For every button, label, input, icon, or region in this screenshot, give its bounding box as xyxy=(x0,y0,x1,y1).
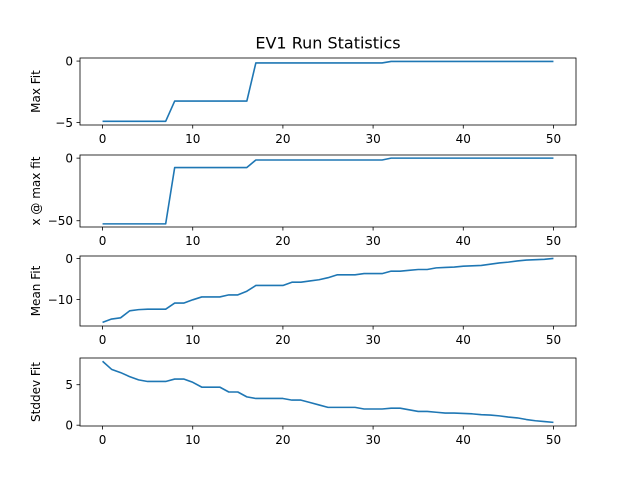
series-line-2 xyxy=(102,157,554,225)
axes-frame-4 xyxy=(79,357,577,427)
x-tick-label: 30 xyxy=(365,132,380,146)
y-tick-label: −10 xyxy=(48,293,73,307)
subplot-1: 0 10 20 30 40 50 0 −5 Max Fit xyxy=(29,55,577,146)
series-line-4 xyxy=(102,360,554,424)
x-tick-label: 30 xyxy=(365,234,380,248)
y-tick-label: 0 xyxy=(65,419,73,433)
axes-frame-1 xyxy=(79,57,577,126)
axes-frame-2 xyxy=(79,154,577,228)
y-tick-label: −5 xyxy=(55,116,73,130)
series-line-3 xyxy=(102,257,554,324)
x-tick-label: 10 xyxy=(185,333,200,347)
x-tick-label: 40 xyxy=(456,433,471,447)
subplot-2: 0 10 20 30 40 50 0 −50 x @ max fit xyxy=(29,152,577,248)
x-tick-label: 0 xyxy=(99,234,107,248)
x-tick-label: 10 xyxy=(185,132,200,146)
y-tick-label: 0 xyxy=(65,252,73,266)
x-tick-label: 20 xyxy=(275,433,290,447)
y-axis-label: Mean Fit xyxy=(29,265,43,316)
x-tick-label: 50 xyxy=(546,132,561,146)
x-tick-label: 50 xyxy=(546,433,561,447)
series-line-1 xyxy=(102,60,554,123)
x-tick-label: 40 xyxy=(456,234,471,248)
y-axis-label: Max Fit xyxy=(29,70,43,113)
x-tick-label: 50 xyxy=(546,333,561,347)
x-tick-label: 40 xyxy=(456,333,471,347)
x-tick-label: 10 xyxy=(185,234,200,248)
y-tick-label: 0 xyxy=(65,55,73,69)
x-tick-label: 10 xyxy=(185,433,200,447)
y-axis-label: Stddev Fit xyxy=(29,362,43,422)
x-tick-label: 0 xyxy=(99,132,107,146)
y-tick-label: 5 xyxy=(65,378,73,392)
x-tick-label: 30 xyxy=(365,333,380,347)
x-tick-label: 0 xyxy=(99,433,107,447)
x-tick-label: 20 xyxy=(275,333,290,347)
subplot-3: 0 10 20 30 40 50 0 −10 Mean Fit xyxy=(29,252,577,347)
y-axis-label: x @ max fit xyxy=(29,156,43,225)
subplot-4: 0 10 20 30 40 50 0 5 Stddev Fit xyxy=(29,357,577,447)
x-tick-label: 40 xyxy=(456,132,471,146)
chart-title: EV1 Run Statistics xyxy=(255,34,400,53)
x-tick-label: 30 xyxy=(365,433,380,447)
x-tick-label: 20 xyxy=(275,132,290,146)
axes-frame-3 xyxy=(79,255,577,327)
y-tick-label: −50 xyxy=(48,214,73,228)
x-tick-label: 20 xyxy=(275,234,290,248)
y-tick-label: 0 xyxy=(65,152,73,166)
x-tick-label: 50 xyxy=(546,234,561,248)
x-tick-label: 0 xyxy=(99,333,107,347)
